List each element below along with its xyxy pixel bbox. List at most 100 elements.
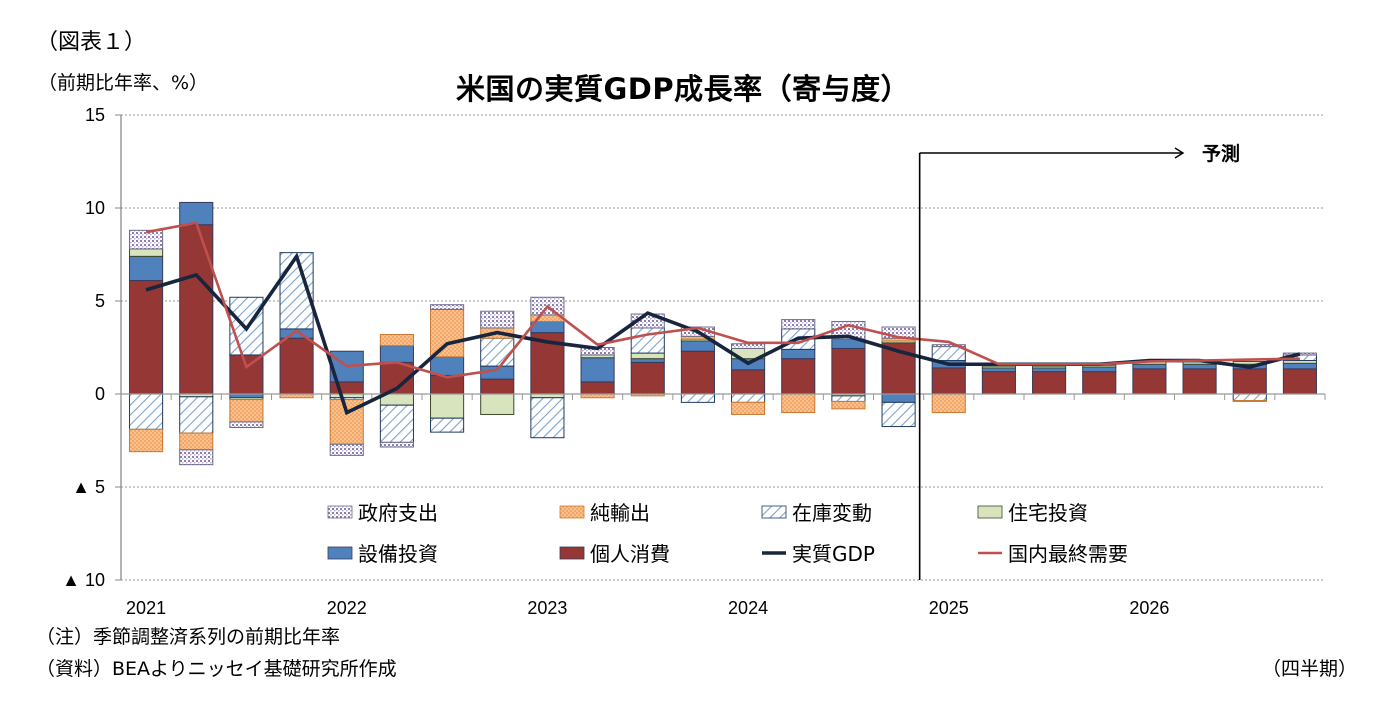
lines <box>145 221 1301 416</box>
y-tick-label: 10 <box>85 198 105 218</box>
x-tick-label: 2023 <box>527 598 567 618</box>
figure-label: （図表１） <box>36 30 147 55</box>
bar-segment <box>480 378 515 395</box>
bar-segment <box>379 333 414 347</box>
bar-segment <box>580 381 615 395</box>
bar-segment <box>781 348 816 360</box>
bar-segment <box>179 449 214 466</box>
bar-segment <box>731 369 766 395</box>
y-tick-label: 15 <box>85 105 105 125</box>
legend-swatch <box>327 505 353 519</box>
y-tick-label: ▲ 10 <box>62 570 105 590</box>
y-tick-label: ▲ 5 <box>72 477 105 497</box>
x-tick-label: 2021 <box>126 598 166 618</box>
bar-segment <box>229 399 264 423</box>
bar-segment <box>329 381 364 395</box>
bar-segment <box>430 417 465 433</box>
y-axis-unit-label: （前期比年率、%） <box>38 72 209 94</box>
x-tick-label: 2024 <box>728 598 768 618</box>
bar-segment <box>630 358 665 363</box>
bar-segment <box>1182 363 1217 370</box>
forecast-label: 予測 <box>1202 142 1240 165</box>
bar-segment <box>731 393 766 403</box>
bar-segment <box>831 400 866 410</box>
axes: 15 10 5 0 ▲ 5 ▲ 10 2021 2022 2023 2024 2025 2026 <box>62 105 1326 618</box>
bar-segment <box>480 393 515 415</box>
source-note: （資料）BEAよりニッセイ基礎研究所作成 <box>36 658 397 680</box>
bar-segment <box>179 224 214 395</box>
legend-label: 住宅投資 <box>1008 501 1088 525</box>
bar-segment <box>480 337 515 367</box>
bar-segment <box>1082 366 1117 373</box>
legend-label: 政府支出 <box>358 501 438 525</box>
bar-segment <box>129 255 164 282</box>
bar-segment <box>580 357 615 383</box>
chart-title: 米国の実質GDP成長率（寄与度） <box>456 72 911 106</box>
forecast-arrowhead-icon <box>1174 147 1185 159</box>
x-tick-label: 2026 <box>1129 598 1169 618</box>
bar-segment <box>931 346 966 362</box>
bar-segment <box>981 367 1016 373</box>
bar-segment <box>781 358 816 395</box>
bar-segment <box>430 304 465 310</box>
bar-segment <box>630 352 665 360</box>
bar-segment <box>129 280 164 395</box>
bar-segment <box>229 421 264 428</box>
bar-segment <box>179 432 214 451</box>
bar-segment <box>680 393 715 403</box>
bar-segment <box>1032 371 1067 395</box>
legend-swatch <box>559 546 585 560</box>
bar-segment <box>1182 368 1217 395</box>
bar-segment <box>630 361 665 395</box>
legend-swatch <box>761 505 787 519</box>
legend-swatch <box>559 505 585 519</box>
forecast-marker: 予測 <box>918 142 1240 580</box>
grid-lines <box>121 114 1325 581</box>
bar-segment <box>831 395 866 402</box>
bar-segment <box>480 310 515 329</box>
bar-segment <box>831 347 866 395</box>
bar-segment <box>731 401 766 415</box>
bar-segment <box>129 248 164 257</box>
bar-segment <box>680 350 715 395</box>
bar-segment <box>379 345 414 363</box>
bar-segment <box>1082 371 1117 395</box>
bar-segment <box>129 393 164 430</box>
bar-segment <box>981 371 1016 395</box>
bar-segment <box>1032 367 1067 373</box>
bar-segment <box>931 393 966 414</box>
bar-segment <box>229 354 264 395</box>
bar-segment <box>179 396 214 434</box>
y-tick-label: 0 <box>95 384 105 404</box>
legend-swatch <box>977 505 1003 519</box>
legend-label: 在庫変動 <box>792 501 872 525</box>
bar-segment <box>931 344 966 348</box>
bars <box>129 201 1317 466</box>
bar-segment <box>1132 363 1167 370</box>
bar-segment <box>881 393 916 403</box>
bar-segment <box>1282 362 1317 370</box>
bar-segment <box>1232 393 1267 402</box>
bar-segment <box>781 319 816 330</box>
bar-segment <box>1232 368 1267 395</box>
bar-segment <box>881 401 916 428</box>
bar-segment <box>1032 365 1067 369</box>
legend-label: 純輸出 <box>590 501 650 525</box>
legend-label: 実質GDP <box>792 542 875 566</box>
bar-segment <box>329 443 364 456</box>
footnote: （注）季節調整済系列の前期比年率 <box>36 626 341 648</box>
x-axis-unit-label: （四半期） <box>1262 658 1358 680</box>
bar-segment <box>379 441 414 448</box>
bar-segment <box>731 343 766 349</box>
bar-segment <box>1232 400 1267 402</box>
bar-segment <box>179 201 214 226</box>
bar-segment <box>129 428 164 453</box>
x-tick-label: 2022 <box>327 598 367 618</box>
y-tick-label: 5 <box>95 291 105 311</box>
legend-label: 国内最終需要 <box>1008 542 1128 566</box>
bar-segment <box>680 340 715 352</box>
bar-segment <box>530 397 565 439</box>
bar-segment <box>1132 368 1167 395</box>
